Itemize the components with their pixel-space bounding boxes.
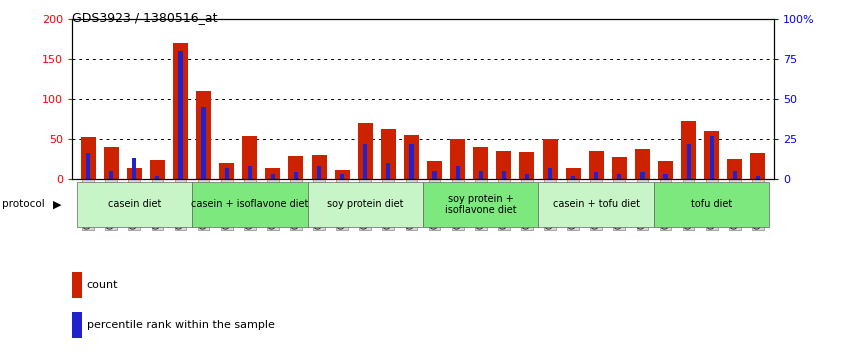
Bar [542,139,558,179]
Bar [317,166,321,179]
Bar [288,156,304,179]
Bar [497,151,511,179]
Text: soy protein diet: soy protein diet [327,199,404,210]
Bar [248,166,252,179]
Bar [750,153,766,179]
Bar [658,161,673,179]
Bar [387,163,391,179]
Bar [179,51,183,179]
Bar [479,171,483,179]
Text: soy protein +
isoflavone diet: soy protein + isoflavone diet [445,194,517,215]
Bar [86,153,91,179]
Text: count: count [86,280,118,290]
Bar [358,123,373,179]
Bar [733,171,737,179]
Bar [242,136,257,179]
Bar [224,168,228,179]
Bar [423,182,539,227]
Bar [640,172,645,179]
Bar [271,174,275,179]
Text: casein + isoflavone diet: casein + isoflavone diet [191,199,309,210]
Text: percentile rank within the sample: percentile rank within the sample [86,320,275,330]
Bar [663,174,667,179]
Text: tofu diet: tofu diet [691,199,733,210]
Bar [571,176,575,179]
Bar [728,159,742,179]
Bar [132,158,136,179]
Bar [455,166,459,179]
Bar [219,163,234,179]
Bar [340,174,344,179]
Bar [566,169,580,179]
Bar [548,168,552,179]
Bar [156,176,159,179]
Bar [589,151,604,179]
Bar [266,168,280,179]
Bar [687,144,690,179]
Bar [294,172,298,179]
Bar [710,136,714,179]
Bar [307,182,423,227]
Bar [363,144,367,179]
Text: protocol: protocol [2,199,45,210]
Bar [635,149,650,179]
Bar [427,161,442,179]
Bar [539,182,654,227]
Bar [473,147,488,179]
Bar [335,170,349,179]
Bar [72,312,82,338]
Text: ▶: ▶ [53,199,62,210]
Bar [450,139,465,179]
Bar [594,172,598,179]
Bar [612,157,627,179]
Bar [127,169,142,179]
Text: GDS3923 / 1380516_at: GDS3923 / 1380516_at [72,11,217,24]
Bar [618,174,622,179]
Bar [525,174,529,179]
Bar [201,107,206,179]
Bar [80,137,96,179]
Bar [404,135,419,179]
Bar [409,144,414,179]
Bar [150,160,165,179]
Bar [311,155,327,179]
Bar [109,171,113,179]
Bar [104,147,118,179]
Text: casein diet: casein diet [107,199,161,210]
Bar [173,44,188,179]
Bar [76,182,192,227]
Bar [502,171,506,179]
Bar [192,182,307,227]
Bar [704,131,719,179]
Bar [72,272,82,298]
Bar [381,129,396,179]
Bar [755,176,760,179]
Bar [196,91,211,179]
Bar [681,121,696,179]
Text: casein + tofu diet: casein + tofu diet [552,199,640,210]
Bar [519,153,535,179]
Bar [654,182,770,227]
Bar [432,171,437,179]
